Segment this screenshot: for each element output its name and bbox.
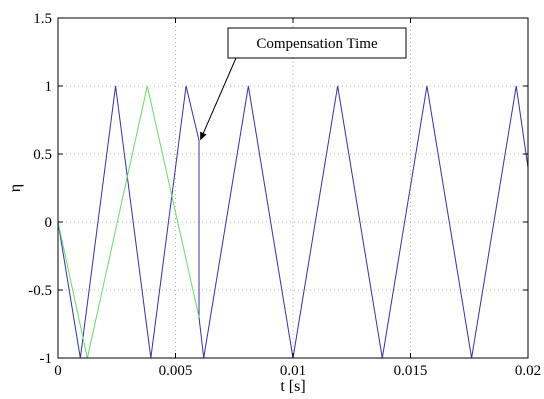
- annotation-arrow: [202, 57, 237, 134]
- y-tick-label: 1.5: [33, 11, 52, 27]
- x-tick-label: 0.02: [515, 363, 541, 379]
- y-tick-label: -1: [40, 351, 53, 367]
- x-axis-label: t [s]: [280, 378, 305, 395]
- series-line-2: [57, 85, 200, 359]
- x-tick-label: 0.005: [159, 363, 193, 379]
- x-tick-label: 0.015: [394, 363, 428, 379]
- series-line-1: [57, 85, 529, 359]
- annotation-box: [227, 27, 407, 59]
- y-tick-label: 1: [45, 79, 53, 95]
- grid: [58, 18, 528, 358]
- annotation-arrow-head: [200, 131, 207, 141]
- annotation-text: Compensation Time: [256, 36, 378, 52]
- y-tick-label: 0.5: [33, 147, 52, 163]
- ticks: 0 0.005 0.01 0.015 0.02 -1 -0.5 0 0.5 1 1.5: [28, 11, 541, 379]
- x-tick-label: 0: [54, 363, 62, 379]
- y-tick-label: 0: [45, 215, 53, 231]
- series-layer: [57, 85, 529, 359]
- x-tick-label: 0.01: [280, 363, 306, 379]
- y-tick-label: -0.5: [28, 283, 52, 299]
- y-axis-label: η: [7, 184, 24, 192]
- annotation: Compensation Time: [200, 27, 407, 141]
